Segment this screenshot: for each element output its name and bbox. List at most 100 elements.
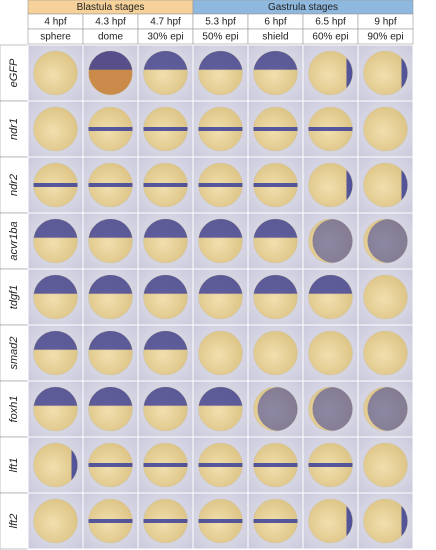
- stain: [88, 331, 133, 350]
- stain: [143, 519, 188, 523]
- staining: [253, 183, 298, 187]
- stain: [312, 219, 353, 263]
- staining: [143, 519, 188, 523]
- embryo: [363, 162, 408, 208]
- stain: [308, 463, 353, 467]
- staining: [143, 275, 188, 294]
- staining: [88, 51, 133, 70]
- stain: [312, 387, 353, 431]
- embryo: [363, 330, 408, 376]
- stain: [198, 463, 243, 467]
- time-label: 6.5 hpf: [315, 17, 346, 28]
- embryo: [363, 442, 408, 488]
- gene-cell: [0, 100, 29, 158]
- staining: [257, 387, 298, 431]
- staining: [33, 219, 78, 238]
- staining: [71, 443, 78, 487]
- gene-cell: [0, 268, 29, 326]
- time-label: 9 hpf: [374, 17, 396, 28]
- staining: [308, 275, 353, 294]
- stage-label: shield: [262, 32, 288, 43]
- staining: [143, 219, 188, 238]
- stain: [401, 51, 408, 95]
- staining: [198, 275, 243, 294]
- stage-label: 50% epi: [202, 32, 238, 43]
- stain: [253, 51, 298, 70]
- staining: [198, 463, 243, 467]
- staining: [143, 463, 188, 467]
- gene-label: foxh1: [8, 396, 20, 423]
- stain: [88, 519, 133, 523]
- stain: [253, 183, 298, 187]
- staining: [346, 163, 353, 207]
- stain: [143, 331, 188, 350]
- staining: [143, 183, 188, 187]
- embryo: [33, 442, 78, 488]
- stain: [88, 275, 133, 294]
- gene-label: acvr1ba: [8, 221, 20, 260]
- staining: [143, 387, 188, 406]
- staining: [198, 51, 243, 70]
- staining: [308, 463, 353, 467]
- staining: [312, 219, 353, 263]
- embryo: [253, 330, 298, 376]
- gene-cell: [0, 156, 29, 214]
- staining: [198, 127, 243, 131]
- staining: [401, 499, 408, 543]
- stain: [198, 127, 243, 131]
- stain: [143, 275, 188, 294]
- staining: [401, 51, 408, 95]
- stain: [308, 127, 353, 131]
- staining: [346, 51, 353, 95]
- stain: [198, 219, 243, 238]
- staining: [367, 219, 408, 263]
- stain: [401, 163, 408, 207]
- staining: [198, 183, 243, 187]
- staining: [312, 387, 353, 431]
- stain: [143, 387, 188, 406]
- stain: [257, 387, 298, 431]
- stage-label: dome: [98, 32, 123, 43]
- staining: [198, 387, 243, 406]
- embryo: [363, 106, 408, 152]
- stain: [143, 127, 188, 131]
- staining: [33, 275, 78, 294]
- stage-label: 60% epi: [312, 32, 348, 43]
- embryo: [33, 106, 78, 152]
- stain: [253, 519, 298, 523]
- gene-label: lft1: [8, 458, 20, 473]
- embryo: [33, 50, 78, 96]
- staining: [253, 51, 298, 70]
- staining: [253, 519, 298, 523]
- stain: [253, 219, 298, 238]
- staining: [143, 331, 188, 350]
- stain: [143, 219, 188, 238]
- gene-label: ndr2: [8, 174, 20, 196]
- stain: [88, 127, 133, 131]
- embryo: [363, 50, 408, 96]
- stain: [308, 275, 353, 294]
- time-label: 4.7 hpf: [150, 17, 181, 28]
- gene-label: smad2: [8, 336, 20, 369]
- stain: [143, 183, 188, 187]
- stain: [253, 127, 298, 131]
- staining: [88, 519, 133, 523]
- stain: [346, 51, 353, 95]
- stain: [88, 183, 133, 187]
- time-label: 5.3 hpf: [205, 17, 236, 28]
- staining: [88, 275, 133, 294]
- embryo: [198, 330, 243, 376]
- staining: [253, 219, 298, 238]
- stain: [367, 387, 408, 431]
- staining: [346, 499, 353, 543]
- stain: [71, 443, 78, 487]
- time-label: 4.3 hpf: [95, 17, 126, 28]
- stain: [198, 387, 243, 406]
- group-label: Gastrula stages: [268, 2, 338, 13]
- staining: [88, 183, 133, 187]
- staining: [143, 51, 188, 70]
- group-label: Blastula stages: [77, 2, 145, 13]
- stage-label: 90% epi: [367, 32, 403, 43]
- staining: [88, 463, 133, 467]
- stain: [198, 519, 243, 523]
